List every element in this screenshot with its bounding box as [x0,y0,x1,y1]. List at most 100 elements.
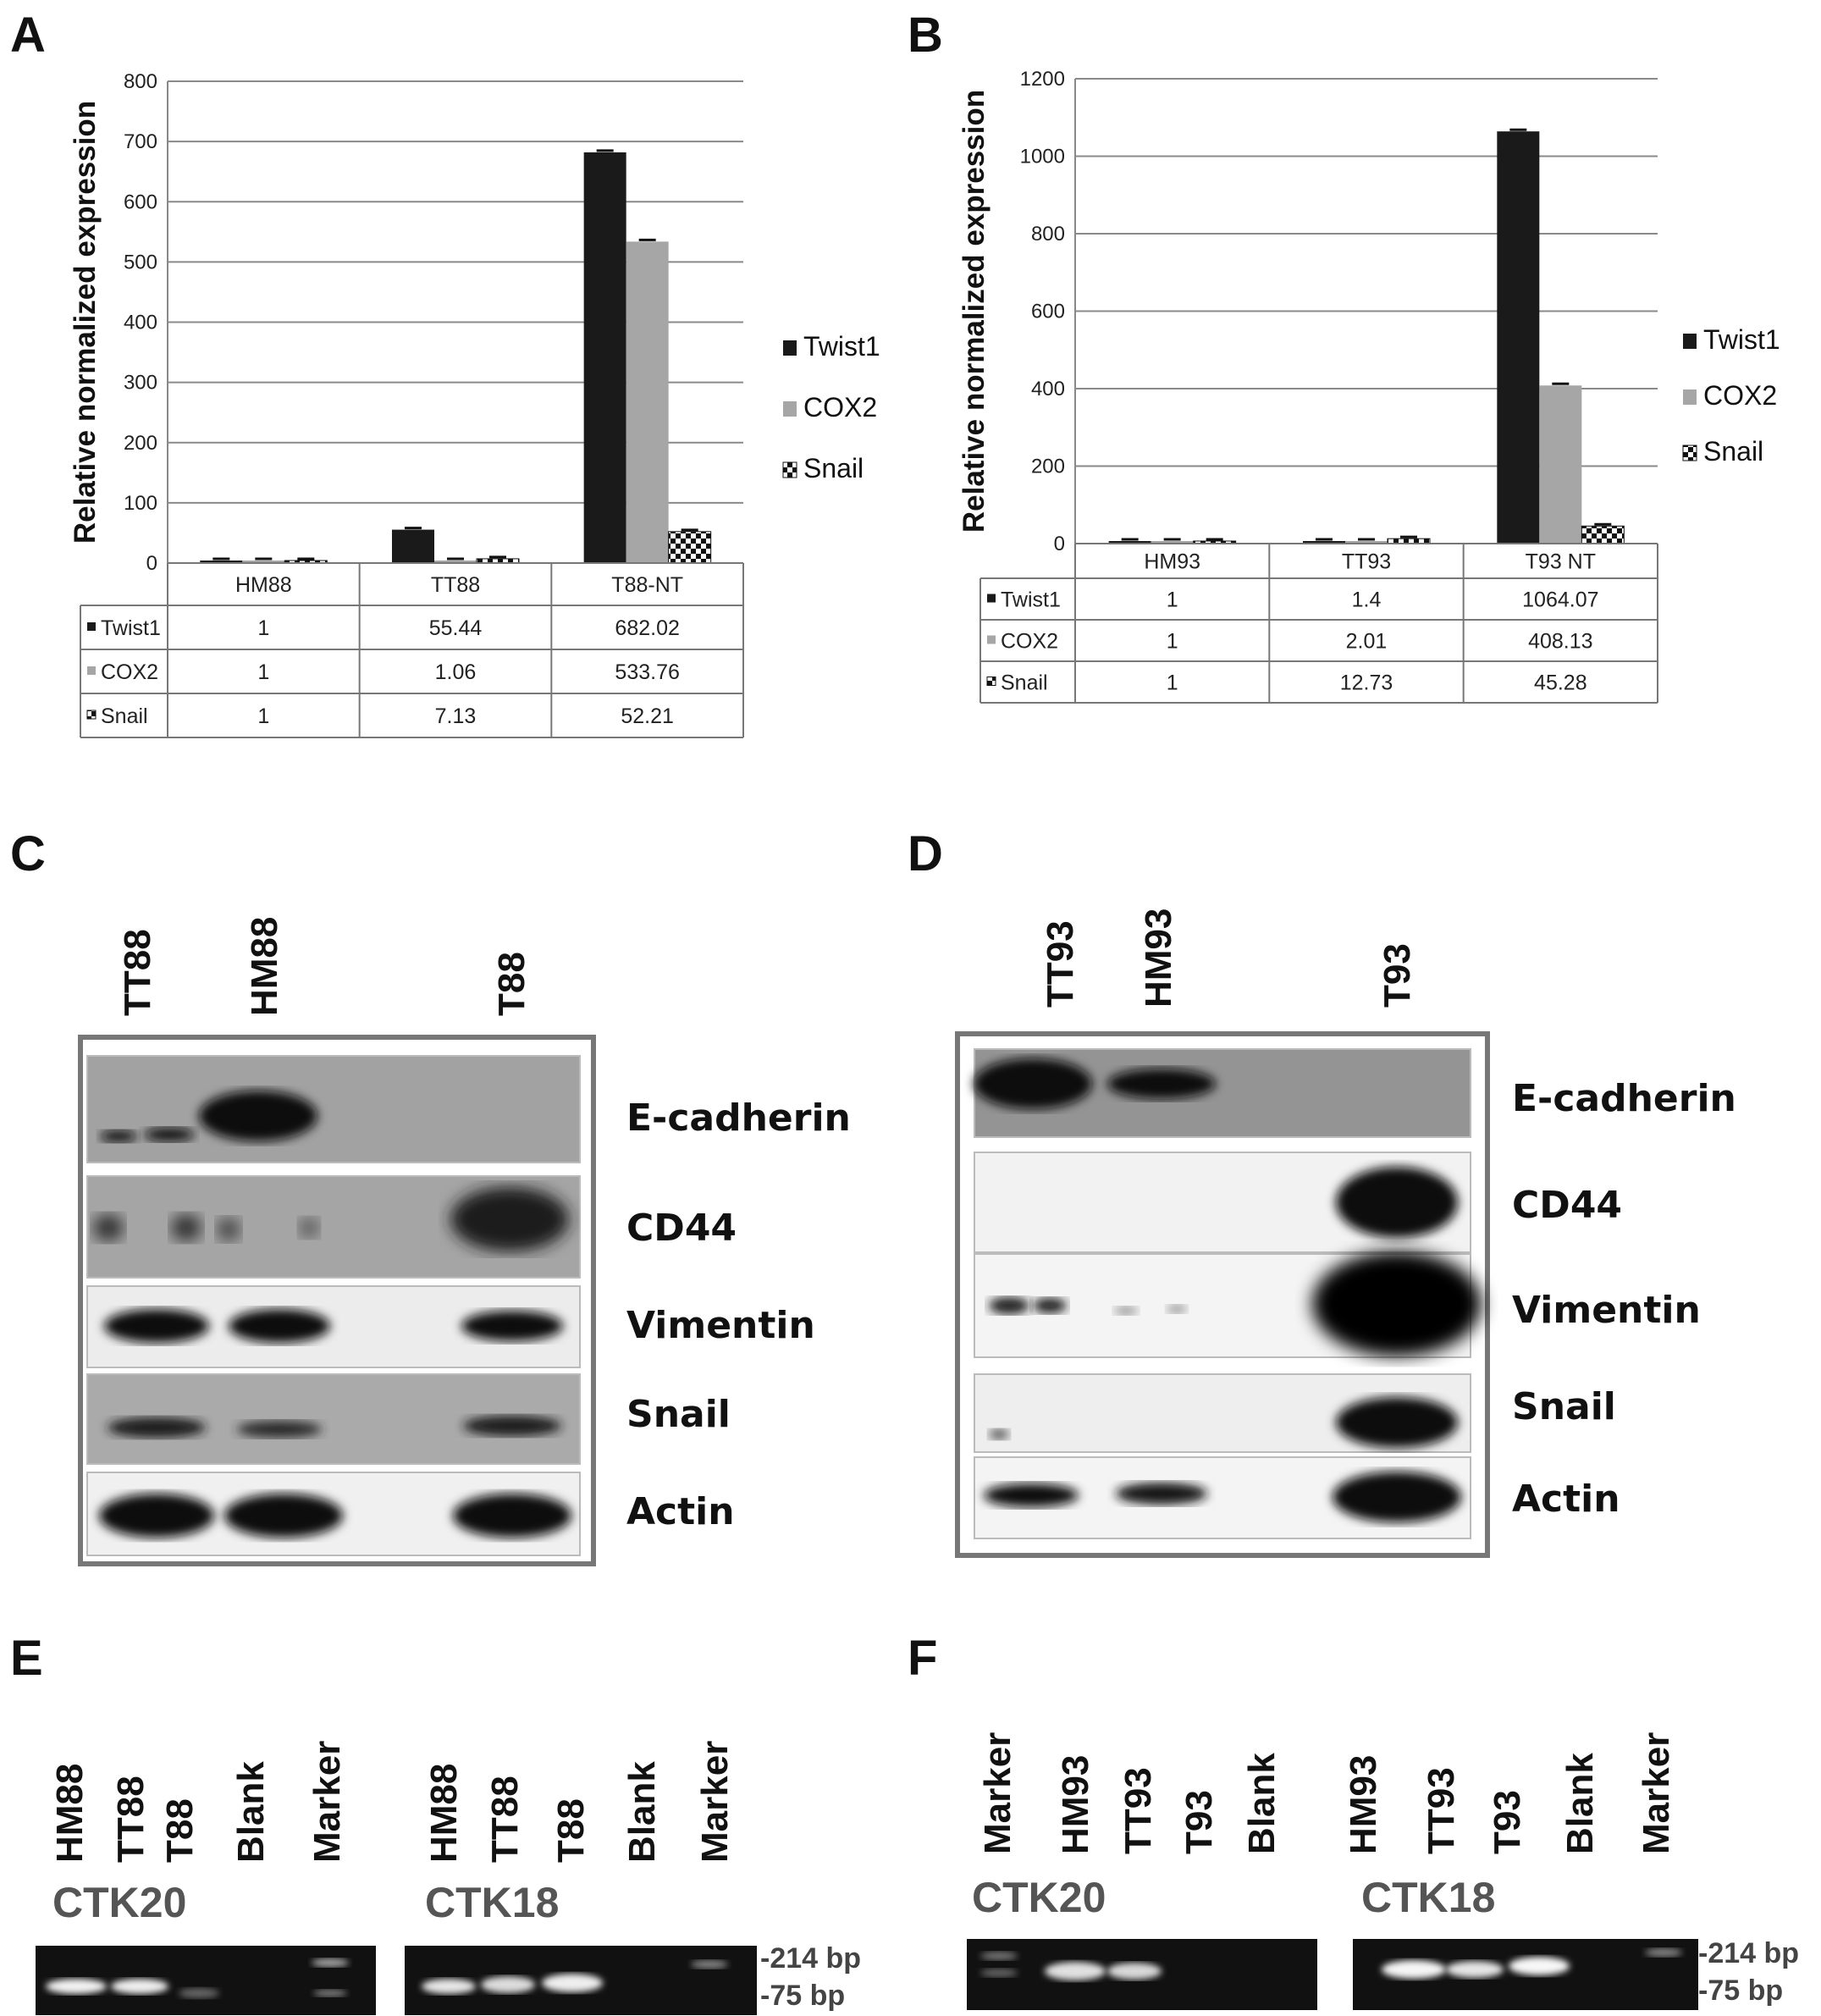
y-tick-label: 300 [124,372,157,395]
table-series-label: COX2 [1001,630,1058,654]
band [217,1218,240,1241]
y-tick-label: 1200 [1020,68,1065,91]
band [1382,1960,1446,1979]
gel-f-marker-label: -214 bp [1698,1937,1800,1969]
band [450,1187,569,1251]
legend-key-cox2 [1683,389,1697,405]
band [111,1979,168,1994]
bar-twist1 [583,152,626,563]
blot-d-protein-label: E-cadherin [1512,1077,1736,1120]
x-category-label: TT93 [1342,550,1391,574]
chart-a: 0 100 200 300 400 500 600 700 800 Relative normal… [69,70,880,738]
table-legend-key [987,635,996,644]
legend-label: Twist1 [803,331,880,362]
table-value: 1.4 [1352,588,1382,612]
blot-d-protein-label: Snail [1512,1385,1616,1428]
y-tick-label: 400 [124,312,157,334]
gel-e-marker-label: -214 bp [760,1942,862,1975]
blot-c-protein-label: CD44 [626,1207,737,1250]
y-tick-label: 200 [1031,456,1065,478]
table-value: 12.73 [1340,671,1393,695]
band [980,1952,1018,1960]
table-value: 1 [1167,630,1178,654]
band [422,1979,476,1994]
bar-cox2 [1539,385,1582,544]
table-value: 1.06 [435,660,477,684]
band [199,1091,317,1141]
y-tick-label: 100 [124,492,157,515]
y-axis-title: Relative normalized expression [69,101,102,544]
table-legend-key [87,666,96,675]
table-series-label: Snail [1001,671,1048,695]
y-tick-label: 600 [124,191,157,213]
legend-label: COX2 [1703,380,1777,411]
legend-key-snail [782,461,797,478]
legend-label: Snail [1703,436,1763,467]
panel-letter-c: C [10,826,46,881]
band [461,1311,563,1341]
blot-c-protein-label: Actin [626,1490,735,1533]
band [974,1058,1092,1109]
x-category-label: T93 NT [1526,550,1596,574]
band [1045,1962,1106,1980]
band [224,1494,343,1538]
band [312,1958,349,1967]
bar-cox2 [1345,541,1388,544]
y-axis-title: Relative normalized expression [957,90,991,533]
y-tick-label: 700 [124,130,157,153]
bar-twist1 [200,561,243,563]
band [108,1417,206,1438]
gel-f-marker-label: -75 bp [1698,1975,1784,2007]
blot-c-strip-ecadherin [86,1055,581,1163]
band [93,1214,124,1241]
gel-f-right-name: CTK18 [1361,1874,1496,1921]
blot-c-bands [93,1091,571,1538]
blot-d-protein-label: Vimentin [1512,1289,1701,1332]
y-tick-label: 600 [1031,301,1065,323]
band [1107,1069,1216,1099]
band [100,1130,137,1142]
band [1116,1483,1207,1505]
band [229,1309,330,1343]
bar-cox2 [434,561,477,563]
legend-key-snail [1682,445,1697,461]
table-legend-key [87,622,96,631]
blot-c-protein-label: Snail [626,1393,731,1436]
band [1333,1472,1461,1522]
table-value: 1 [1167,588,1178,612]
table-value: 408.13 [1528,630,1592,654]
band [691,1960,728,1969]
table-series-label: COX2 [101,660,158,684]
table-value: 45.28 [1534,671,1587,695]
band [989,1429,1009,1439]
band [481,1976,535,1993]
panel-letter-b: B [908,8,943,63]
band [46,1979,107,1994]
panel-letter-a: A [10,8,46,63]
band [237,1421,322,1438]
band [1114,1306,1138,1315]
band [984,1483,1079,1507]
band [1645,1948,1682,1957]
band [171,1214,201,1241]
table-value: 1 [257,660,269,684]
y-tick-label: 800 [1031,223,1065,246]
bar-cox2 [626,241,669,563]
table-value: 1064.07 [1522,588,1598,612]
band [179,1988,219,1998]
y-tick-label: 0 [1054,533,1065,555]
gel-e-marker-label: -75 bp [760,1980,846,2012]
band [1336,1167,1458,1238]
band [542,1974,603,1992]
legend-key-cox2 [783,401,797,417]
panel-letter-f: F [908,1631,938,1686]
blot-d-protein-label: CD44 [1512,1184,1623,1227]
y-tick-label: 400 [1031,378,1065,400]
chart-b: 0 200 400 600 800 1000 1200 Relative normalized… [957,68,1780,704]
band [1312,1251,1482,1356]
blot-c-protein-label: E-cadherin [626,1096,851,1140]
bar-twist1 [1497,131,1540,544]
legend-label: COX2 [803,392,877,423]
table-value: 2.01 [1346,630,1388,654]
